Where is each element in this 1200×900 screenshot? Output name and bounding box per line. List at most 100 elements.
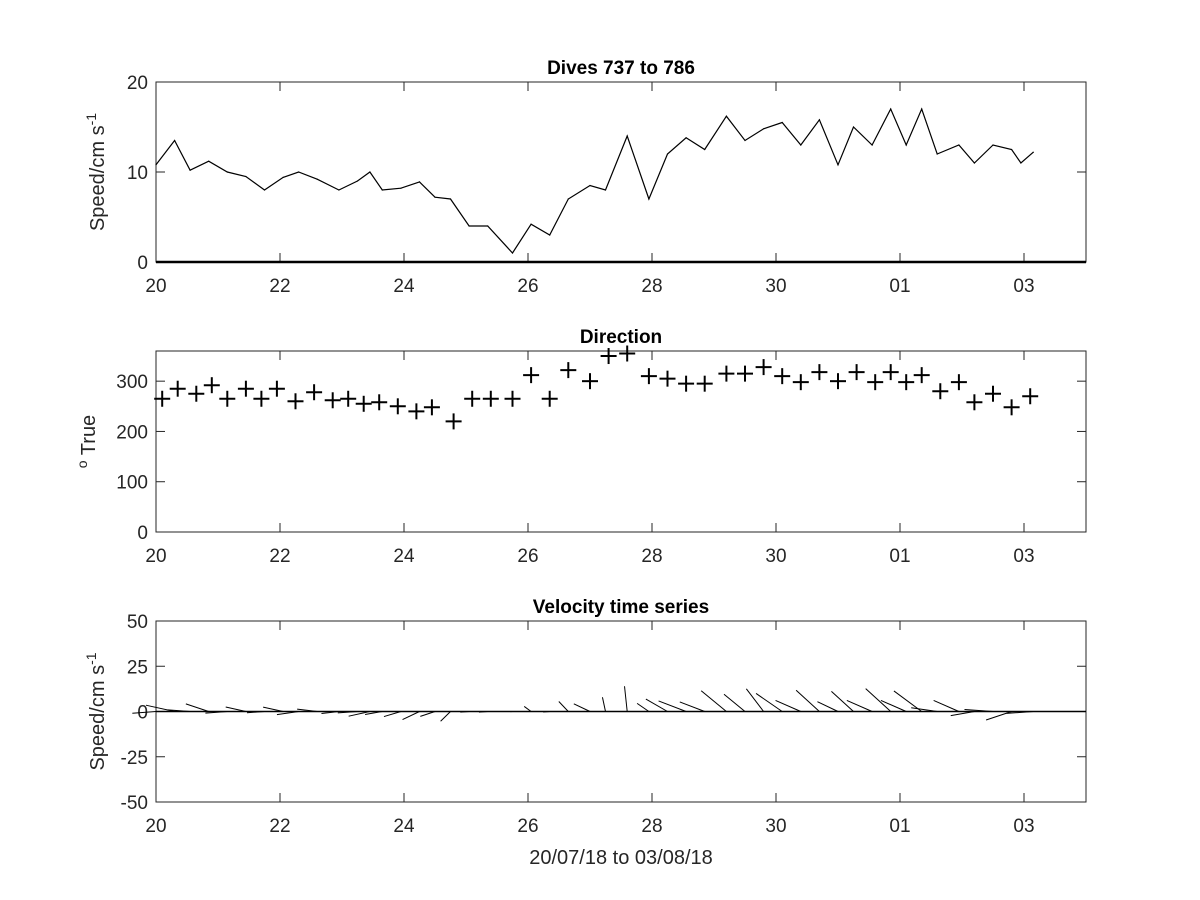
data-point [464, 390, 481, 407]
data-point [174, 139, 176, 142]
data-point [560, 362, 577, 379]
data-point [530, 223, 532, 225]
data-point [950, 374, 967, 391]
plot-frame [155, 350, 1087, 533]
velocity-stick [440, 711, 451, 722]
x-tick-label: 30 [765, 816, 786, 837]
data-point [626, 135, 628, 137]
x-tick-label: 30 [765, 276, 786, 297]
series-line [155, 107, 1034, 254]
velocity-stick [460, 711, 470, 713]
data-point [800, 144, 802, 146]
velocity-stick [755, 693, 783, 712]
data-point [567, 198, 569, 200]
x-tick-label: 20 [145, 816, 166, 837]
data-point [890, 108, 892, 110]
data-point [582, 373, 598, 390]
chart-title: Direction [580, 327, 662, 348]
x-tick-label: 22 [269, 546, 290, 567]
velocity-stick [205, 711, 228, 714]
data-point [696, 375, 713, 392]
velocity-stick [700, 690, 727, 712]
data-point [298, 171, 300, 173]
y-tick-label: 25 [127, 657, 148, 678]
data-point [423, 399, 440, 416]
data-point [445, 413, 462, 430]
data-point [418, 181, 421, 183]
velocity-stick [1006, 711, 1034, 714]
data-point [640, 368, 657, 385]
data-point [830, 373, 846, 390]
x-tick-label: 26 [517, 276, 538, 297]
data-point [932, 383, 949, 400]
velocity-stick [337, 711, 358, 714]
data-point [356, 180, 359, 182]
data-point [541, 390, 558, 407]
velocity-stick [573, 703, 591, 712]
x-tick-label: 30 [765, 546, 786, 567]
velocity-stick [167, 709, 191, 712]
y-axis-label: Speed/cm s-1 [83, 652, 109, 770]
data-point [600, 348, 617, 365]
x-tick-label: 01 [889, 816, 910, 837]
data-point [781, 121, 783, 124]
x-tick-label: 20 [145, 276, 166, 297]
data-point [268, 380, 285, 397]
velocity-stick [263, 706, 284, 712]
velocity-stick [601, 697, 606, 712]
data-point [208, 160, 210, 162]
x-tick-label: 24 [393, 546, 415, 567]
x-tick-label: 28 [641, 276, 662, 297]
data-point [355, 395, 372, 412]
data-point [511, 252, 514, 254]
data-point [666, 153, 669, 155]
data-point [1003, 399, 1020, 416]
velocity-stick [364, 711, 383, 716]
data-point [867, 374, 884, 391]
data-point [253, 390, 270, 407]
y-axis-label: o True [74, 415, 100, 468]
y-tick-label: 0 [137, 703, 148, 724]
data-point [245, 175, 247, 178]
y-tick-label: 300 [116, 372, 148, 393]
x-tick-label: 22 [269, 816, 290, 837]
data-point [589, 184, 591, 187]
data-point [992, 144, 994, 146]
x-tick-label: 24 [393, 816, 415, 837]
data-point [921, 108, 923, 110]
data-point [755, 359, 772, 376]
x-tick-label: 28 [641, 816, 662, 837]
velocity-stick [658, 700, 687, 712]
velocity-stick [679, 701, 705, 712]
velocity-stick [880, 699, 907, 712]
data-point [905, 144, 907, 146]
x-tick-label: 28 [641, 546, 662, 567]
data-point [871, 144, 873, 146]
velocity-stick [624, 686, 628, 712]
data-point [744, 139, 746, 142]
data-point [1032, 151, 1034, 153]
data-point [958, 144, 960, 146]
data-point [154, 390, 171, 407]
data-point [774, 368, 791, 385]
data-point [718, 365, 735, 382]
velocity-stick [745, 688, 764, 712]
y-tick-label: 200 [116, 422, 148, 443]
data-point [1011, 148, 1013, 151]
data-point [852, 126, 855, 128]
chart-title: Velocity time series [533, 597, 709, 618]
data-point [408, 403, 425, 420]
velocity-stick [985, 711, 1012, 721]
data-point [604, 189, 607, 191]
velocity-stick [865, 688, 892, 712]
velocity-stick [964, 708, 994, 712]
velocity-stick [185, 703, 209, 712]
y-tick-label: 50 [127, 612, 148, 633]
data-point [973, 162, 976, 164]
data-point [737, 365, 753, 382]
velocity-stick [225, 706, 247, 712]
data-point [1022, 388, 1039, 405]
velocity-stick [478, 711, 488, 713]
chart-panel-2: 20 22 24 26 28 30 01 03 0 100 200 300 Direction o Tru… [74, 327, 1087, 567]
